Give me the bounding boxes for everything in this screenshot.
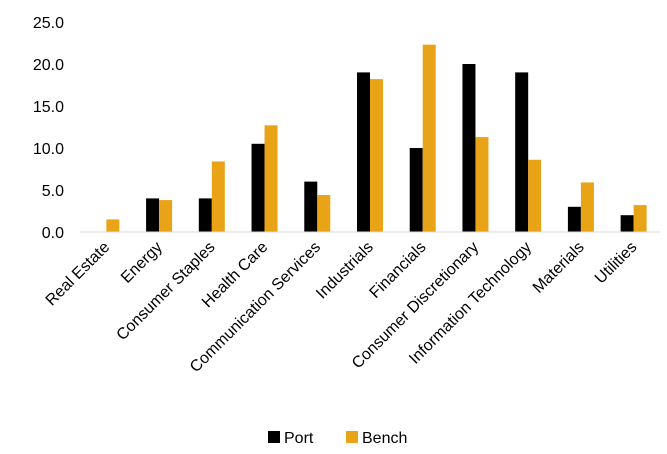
bar-port-6 — [409, 148, 423, 232]
legend: Port Bench — [268, 430, 407, 447]
bar-bench-7 — [475, 137, 489, 232]
x-category-label: Energy — [118, 239, 166, 287]
bar-bench-9 — [580, 182, 594, 232]
y-tick-label: 25.0 — [33, 15, 64, 32]
bar-bench-0 — [106, 219, 120, 232]
bar-bench-10 — [633, 205, 647, 232]
bar-port-8 — [515, 72, 529, 233]
y-axis: 0.0 5.0 10.0 15.0 20.0 25.0 — [33, 15, 64, 242]
bar-port-3 — [251, 143, 265, 232]
bar-port-1 — [146, 198, 160, 232]
legend-swatch-bench — [346, 431, 358, 443]
y-tick-label: 0.0 — [42, 225, 64, 242]
x-category-label: Consumer Staples — [114, 239, 219, 344]
x-category-label: Materials — [530, 239, 588, 297]
y-tick-label: 5.0 — [42, 183, 64, 200]
bar-bench-6 — [422, 44, 436, 233]
bar-bench-2 — [211, 161, 225, 232]
y-tick-label: 10.0 — [33, 141, 64, 158]
bars — [106, 44, 647, 233]
bar-port-7 — [462, 64, 476, 232]
x-category-label: Real Estate — [43, 239, 114, 310]
bar-port-4 — [304, 181, 318, 232]
bar-port-5 — [357, 72, 370, 233]
bar-bench-3 — [264, 125, 278, 232]
bar-bench-1 — [159, 200, 173, 232]
bar-bench-8 — [528, 159, 542, 232]
x-category-label: Utilities — [592, 239, 640, 287]
legend-swatch-port — [268, 431, 280, 443]
y-tick-label: 15.0 — [33, 99, 64, 116]
legend-label-port: Port — [284, 430, 314, 447]
bar-port-10 — [620, 215, 634, 232]
bar-port-9 — [567, 206, 581, 232]
bar-port-2 — [198, 198, 212, 232]
bar-bench-4 — [317, 195, 331, 232]
y-tick-label: 20.0 — [33, 57, 64, 74]
x-category-label: Industrials — [313, 239, 377, 303]
legend-label-bench: Bench — [362, 430, 407, 447]
bar-bench-5 — [370, 79, 383, 233]
